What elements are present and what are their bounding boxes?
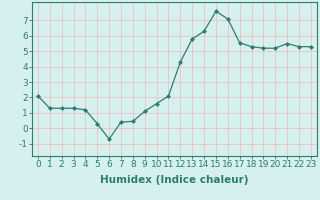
X-axis label: Humidex (Indice chaleur): Humidex (Indice chaleur) <box>100 175 249 185</box>
